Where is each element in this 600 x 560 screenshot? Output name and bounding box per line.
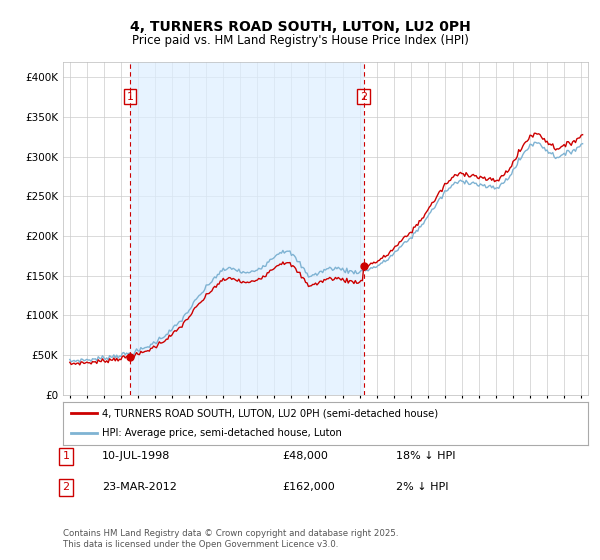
Text: 1: 1: [127, 92, 133, 101]
Text: 4, TURNERS ROAD SOUTH, LUTON, LU2 0PH: 4, TURNERS ROAD SOUTH, LUTON, LU2 0PH: [130, 20, 470, 34]
Text: 2% ↓ HPI: 2% ↓ HPI: [396, 482, 449, 492]
Text: 2: 2: [62, 482, 70, 492]
Text: 2: 2: [360, 92, 367, 101]
Text: 18% ↓ HPI: 18% ↓ HPI: [396, 451, 455, 461]
Bar: [130, 62, 364, 395]
Text: 4, TURNERS ROAD SOUTH, LUTON, LU2 0PH (semi-detached house): 4, TURNERS ROAD SOUTH, LUTON, LU2 0PH (s…: [103, 408, 439, 418]
Text: £48,000: £48,000: [282, 451, 328, 461]
Text: HPI: Average price, semi-detached house, Luton: HPI: Average price, semi-detached house,…: [103, 428, 342, 438]
Text: 23-MAR-2012: 23-MAR-2012: [102, 482, 177, 492]
Text: Price paid vs. HM Land Registry's House Price Index (HPI): Price paid vs. HM Land Registry's House …: [131, 34, 469, 46]
Text: Contains HM Land Registry data © Crown copyright and database right 2025.
This d: Contains HM Land Registry data © Crown c…: [63, 529, 398, 549]
Text: 1: 1: [62, 451, 70, 461]
Text: £162,000: £162,000: [282, 482, 335, 492]
Text: 10-JUL-1998: 10-JUL-1998: [102, 451, 170, 461]
